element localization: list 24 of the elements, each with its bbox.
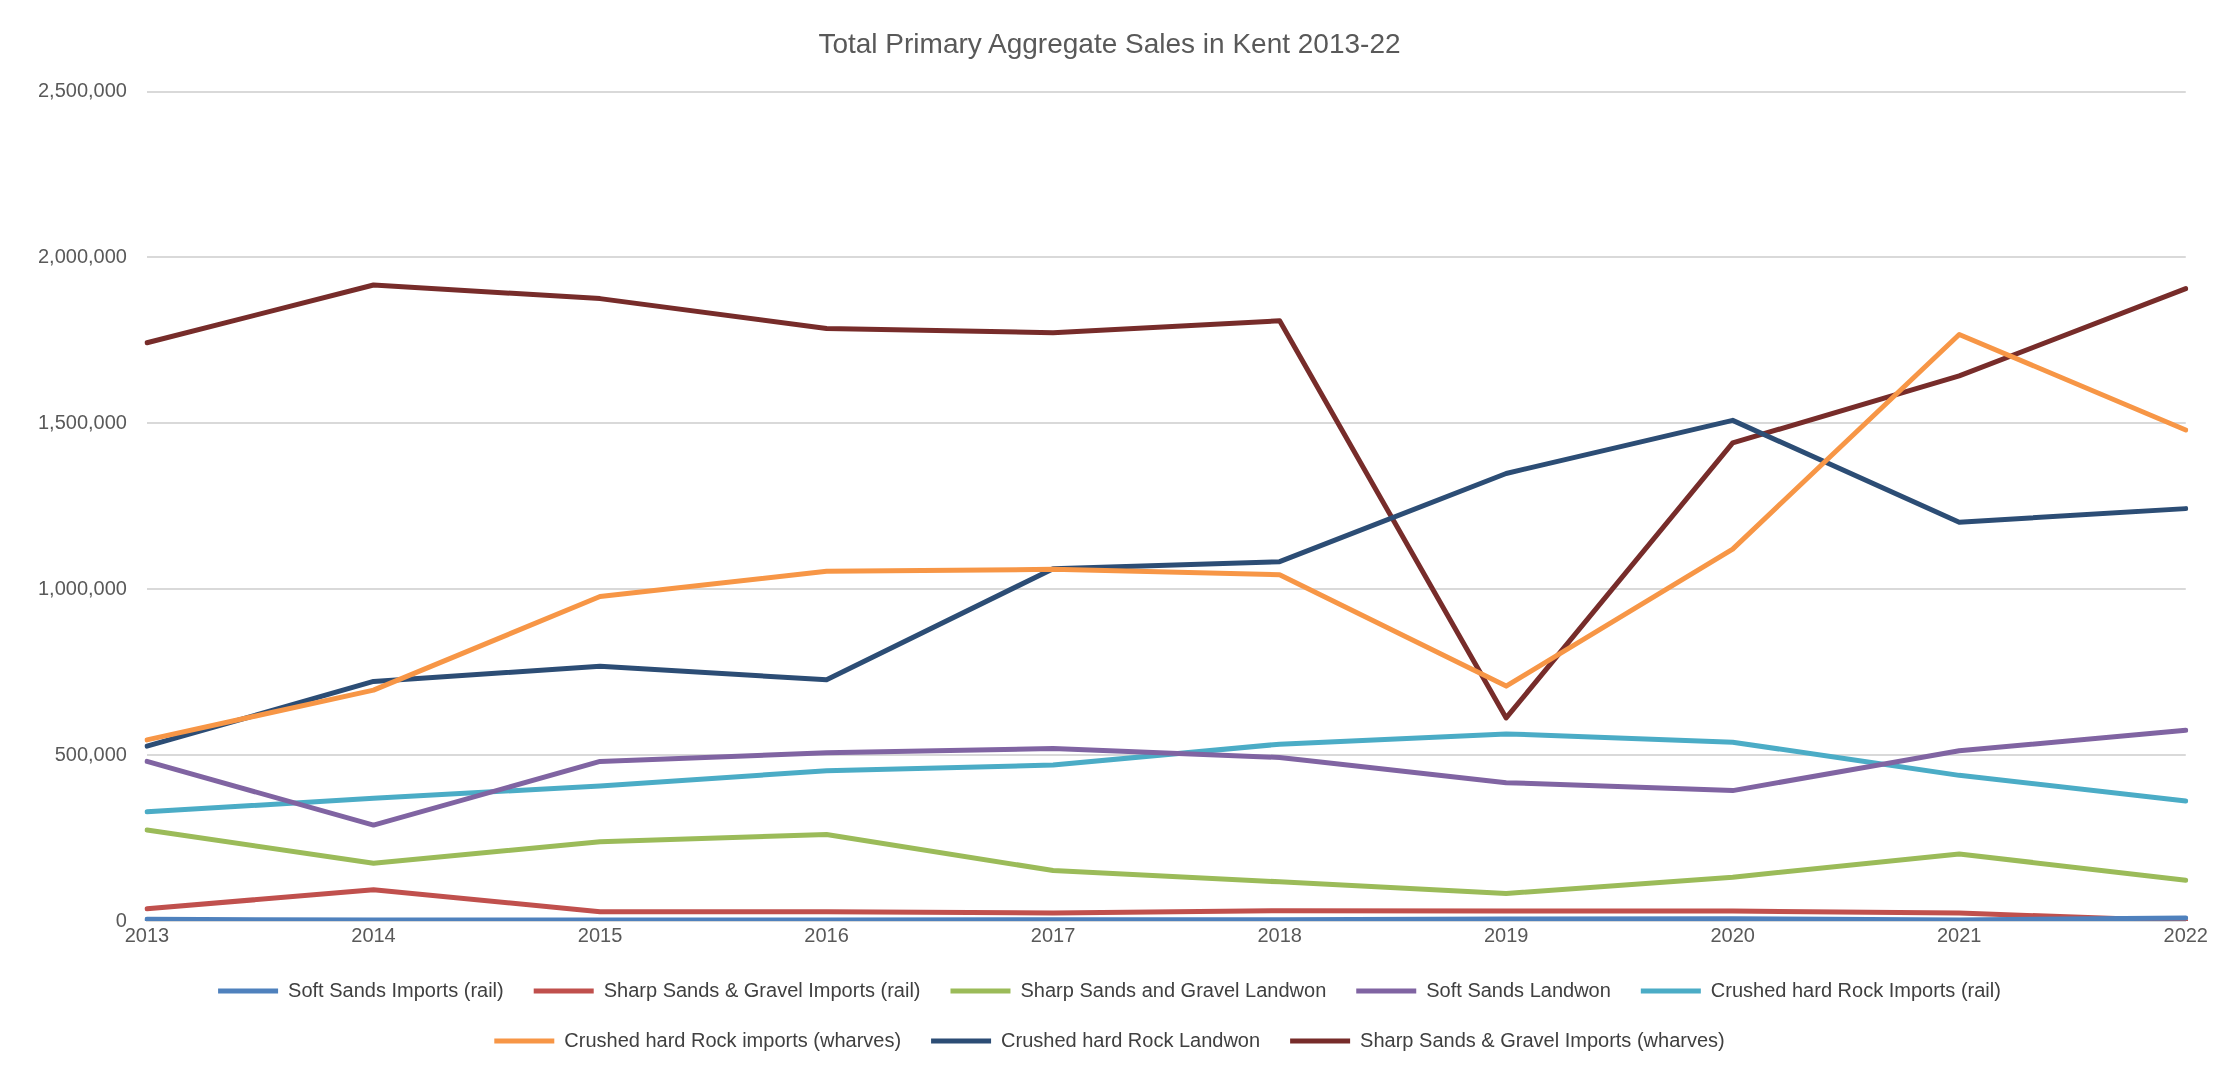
legend-label: Crushed hard Rock Imports (rail) (1710, 978, 2001, 1001)
x-tick-label: 2018 (1257, 923, 1302, 946)
legend-label: Crushed hard Rock Landwon (1001, 1028, 1261, 1051)
legend-label: Crushed hard Rock imports (wharves) (564, 1028, 902, 1051)
chart-title: Total Primary Aggregate Sales in Kent 2013-22 (818, 27, 1401, 59)
x-tick-label: 2015 (577, 923, 623, 946)
legend-label: Soft Sands Imports (rail) (288, 978, 504, 1001)
x-tick-label: 2016 (804, 923, 849, 946)
y-tick-label: 1,500,000 (37, 410, 127, 433)
legend-label: Sharp Sands & Gravel Imports (wharves) (1360, 1028, 1725, 1051)
legend-label: Sharp Sands & Gravel Imports (rail) (603, 978, 921, 1001)
x-tick-label: 2022 (2163, 923, 2208, 946)
x-tick-label: 2020 (1710, 923, 1755, 946)
y-tick-label: 2,000,000 (37, 245, 127, 267)
legend-label: Sharp Sands and Gravel Landwon (1020, 978, 1327, 1001)
x-tick-label: 2021 (1936, 923, 1982, 946)
x-tick-label: 2014 (351, 923, 396, 946)
y-tick-label: 2,500,000 (37, 79, 127, 102)
y-tick-label: 1,000,000 (37, 576, 127, 599)
y-tick-label: 0 (115, 908, 127, 931)
x-tick-label: 2019 (1483, 923, 1529, 946)
x-tick-label: 2017 (1030, 923, 1076, 946)
y-tick-label: 500,000 (54, 742, 127, 765)
legend-label: Soft Sands Landwon (1426, 978, 1611, 1001)
